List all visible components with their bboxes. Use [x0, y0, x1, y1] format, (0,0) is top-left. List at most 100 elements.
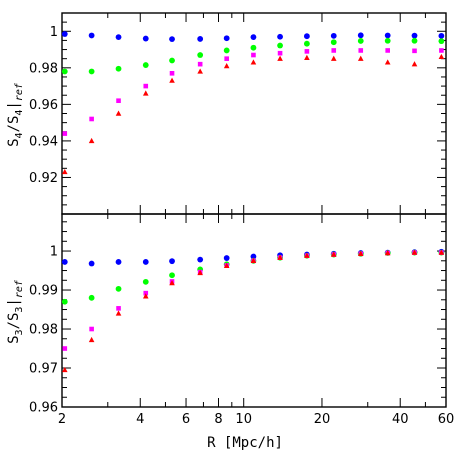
data-point-s4-series3 [250, 59, 257, 65]
y-tick-label-s4: 0.98 [29, 61, 58, 76]
data-point-s4-series0 [115, 34, 122, 41]
y-axis-title-s3: S3/S3|ref [6, 279, 25, 344]
x-tick-label: 60 [438, 412, 455, 427]
data-point-s4-series0 [223, 35, 230, 42]
data-point-s4-series0 [357, 32, 364, 39]
data-point-s3-series3 [250, 257, 257, 263]
data-point-s3-series3 [277, 254, 283, 260]
data-point-s4-series3 [277, 55, 283, 61]
data-point-s4-series1 [438, 38, 445, 45]
data-point-s4-series3 [357, 55, 364, 61]
data-point-s3-series0 [115, 259, 122, 265]
x-tick-label: 40 [392, 412, 409, 427]
data-point-s4-series0 [277, 33, 283, 40]
y-tick-label-s4: 0.96 [29, 98, 58, 113]
data-point-s4-series1 [330, 39, 337, 46]
data-point-s4-series0 [61, 31, 68, 37]
data-point-s4-series2 [331, 48, 337, 53]
data-point-s3-series1 [115, 285, 122, 292]
data-point-s4-series3 [197, 68, 203, 74]
data-point-s4-series3 [61, 168, 68, 175]
data-point-s4-series2 [62, 131, 68, 136]
data-point-s4-series1 [88, 68, 95, 75]
data-point-s3-series1 [169, 272, 175, 279]
data-point-s4-series2 [143, 83, 149, 89]
data-point-s4-series0 [303, 33, 310, 40]
x-tick-label: 8 [214, 412, 222, 427]
y-tick-label-s4: 0.92 [29, 171, 58, 186]
data-point-s4-series3 [142, 90, 149, 96]
data-point-s3-series3 [438, 249, 445, 255]
data-point-s4-series1 [357, 38, 364, 44]
data-point-s3-series2 [89, 326, 94, 332]
data-point-s4-series1 [61, 68, 68, 75]
data-point-s4-series1 [197, 52, 204, 58]
data-point-s4-series1 [142, 62, 149, 68]
data-point-s4-series1 [303, 40, 310, 47]
data-point-s4-series3 [411, 61, 418, 67]
data-point-s4-series3 [115, 110, 122, 116]
data-point-s3-series0 [88, 260, 95, 267]
data-point-s4-series3 [330, 55, 337, 61]
data-point-s4-series2 [251, 52, 256, 58]
data-point-s4-series2 [116, 98, 121, 104]
data-point-s4-series0 [88, 32, 95, 39]
data-point-s4-series2 [412, 48, 417, 54]
data-point-s4-series1 [169, 57, 175, 64]
data-point-s4-series0 [384, 32, 391, 39]
data-point-s3-series0 [250, 253, 257, 260]
data-point-s4-series0 [142, 35, 149, 42]
data-point-s3-series3 [169, 280, 175, 286]
data-point-s4-series2 [385, 48, 390, 53]
data-point-s4-series3 [223, 62, 230, 69]
data-point-s3-series0 [142, 259, 149, 265]
y-tick-label-s3: 1 [50, 245, 58, 260]
data-point-s3-series2 [116, 306, 121, 311]
x-axis-title: R [Mpc/h] [207, 435, 283, 451]
data-point-s3-series3 [411, 249, 418, 255]
data-point-s3-series3 [142, 293, 149, 299]
data-point-s3-series2 [62, 346, 68, 351]
data-point-s4-series0 [250, 34, 257, 41]
data-point-s3-series3 [115, 310, 122, 316]
data-point-s4-series1 [411, 37, 418, 44]
data-point-s4-series0 [438, 32, 445, 39]
data-point-s4-series2 [439, 48, 444, 53]
data-point-s3-series2 [143, 290, 149, 296]
x-tick-label: 4 [136, 412, 144, 427]
data-point-s4-series2 [169, 71, 175, 76]
data-point-s3-series3 [384, 249, 391, 256]
x-tick-label: 6 [182, 412, 190, 427]
data-point-s4-series1 [277, 42, 283, 49]
panel-s4-ratio: 0.92 0.94 0.96 0.98 1 [29, 12, 447, 215]
data-point-s4-series3 [88, 137, 95, 144]
y-tick-label-s3: 0.98 [29, 323, 58, 338]
y-axis-title-s4: S4/S4|ref [6, 82, 25, 147]
data-point-s3-series3 [197, 269, 203, 276]
data-point-s4-series1 [223, 47, 230, 54]
data-point-s4-series0 [197, 36, 204, 42]
data-point-s4-series3 [169, 77, 175, 83]
data-point-s3-series1 [142, 278, 149, 285]
y-tick-label-s4: 0.94 [29, 134, 58, 149]
data-point-s4-series3 [438, 53, 445, 60]
y-tick-label-s3: 0.97 [29, 362, 58, 377]
data-point-s3-series3 [223, 262, 230, 269]
y-tick-label-s3: 0.96 [29, 401, 58, 416]
y-tick-label-s4: 1 [50, 25, 58, 40]
data-point-s3-series3 [304, 252, 310, 258]
data-point-s4-series2 [358, 48, 364, 53]
data-point-s4-series0 [169, 36, 175, 43]
data-point-s4-series2 [277, 50, 283, 56]
plot-frame-s3 [61, 213, 447, 408]
x-tick-label: 10 [235, 412, 252, 427]
data-point-s4-series2 [197, 61, 203, 67]
panel-s3-ratio: 0.96 0.97 0.98 0.99 1 2 4 6 8 10 20 40 60 [29, 213, 455, 427]
data-point-s4-series2 [304, 49, 310, 54]
x-tick-label: 2 [58, 412, 66, 427]
data-point-s3-series3 [357, 250, 364, 256]
data-point-s3-series0 [61, 259, 68, 265]
data-point-s3-series3 [330, 251, 337, 257]
data-point-s3-series0 [197, 256, 204, 263]
